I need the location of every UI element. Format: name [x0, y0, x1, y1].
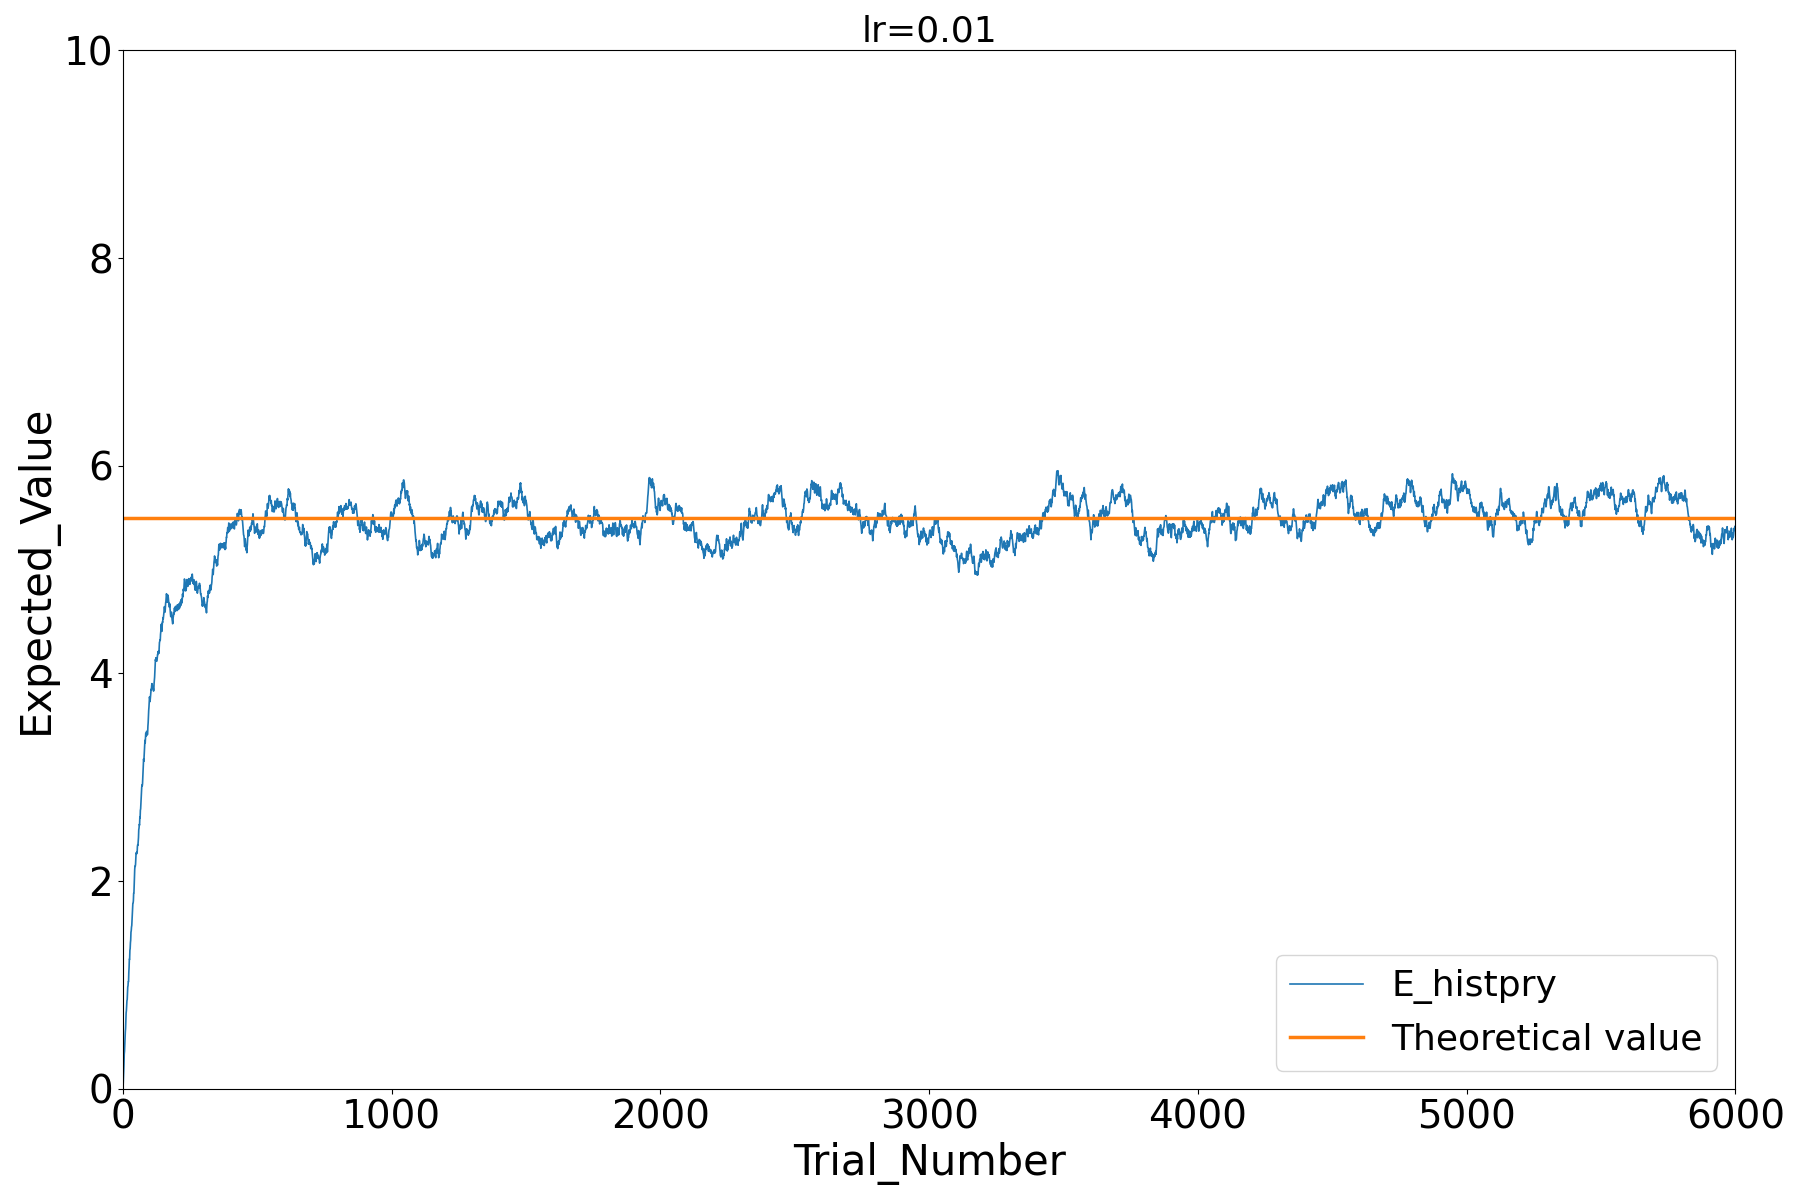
Legend: E_histpry, Theoretical value: E_histpry, Theoretical value [1276, 955, 1717, 1070]
E_histpry [841, 502, 862, 516]
Title: lr=0.01: lr=0.01 [860, 14, 997, 49]
E_histpry [1535, 493, 1557, 508]
Theoretical value [112, 510, 133, 524]
E_histpry [131, 780, 153, 794]
E_histpry [1048, 463, 1069, 478]
E_histpry [1703, 538, 1724, 552]
E_histpry [1325, 484, 1346, 498]
Y-axis label: Expected_Value: Expected_Value [14, 404, 58, 734]
E_histpry [1724, 521, 1746, 535]
X-axis label: Trial_Number: Trial_Number [792, 1142, 1066, 1186]
Theoretical value [112, 510, 133, 524]
Line: E_histpry: E_histpry [122, 470, 1735, 1088]
E_histpry [112, 1081, 133, 1096]
E_histpry [493, 512, 515, 527]
